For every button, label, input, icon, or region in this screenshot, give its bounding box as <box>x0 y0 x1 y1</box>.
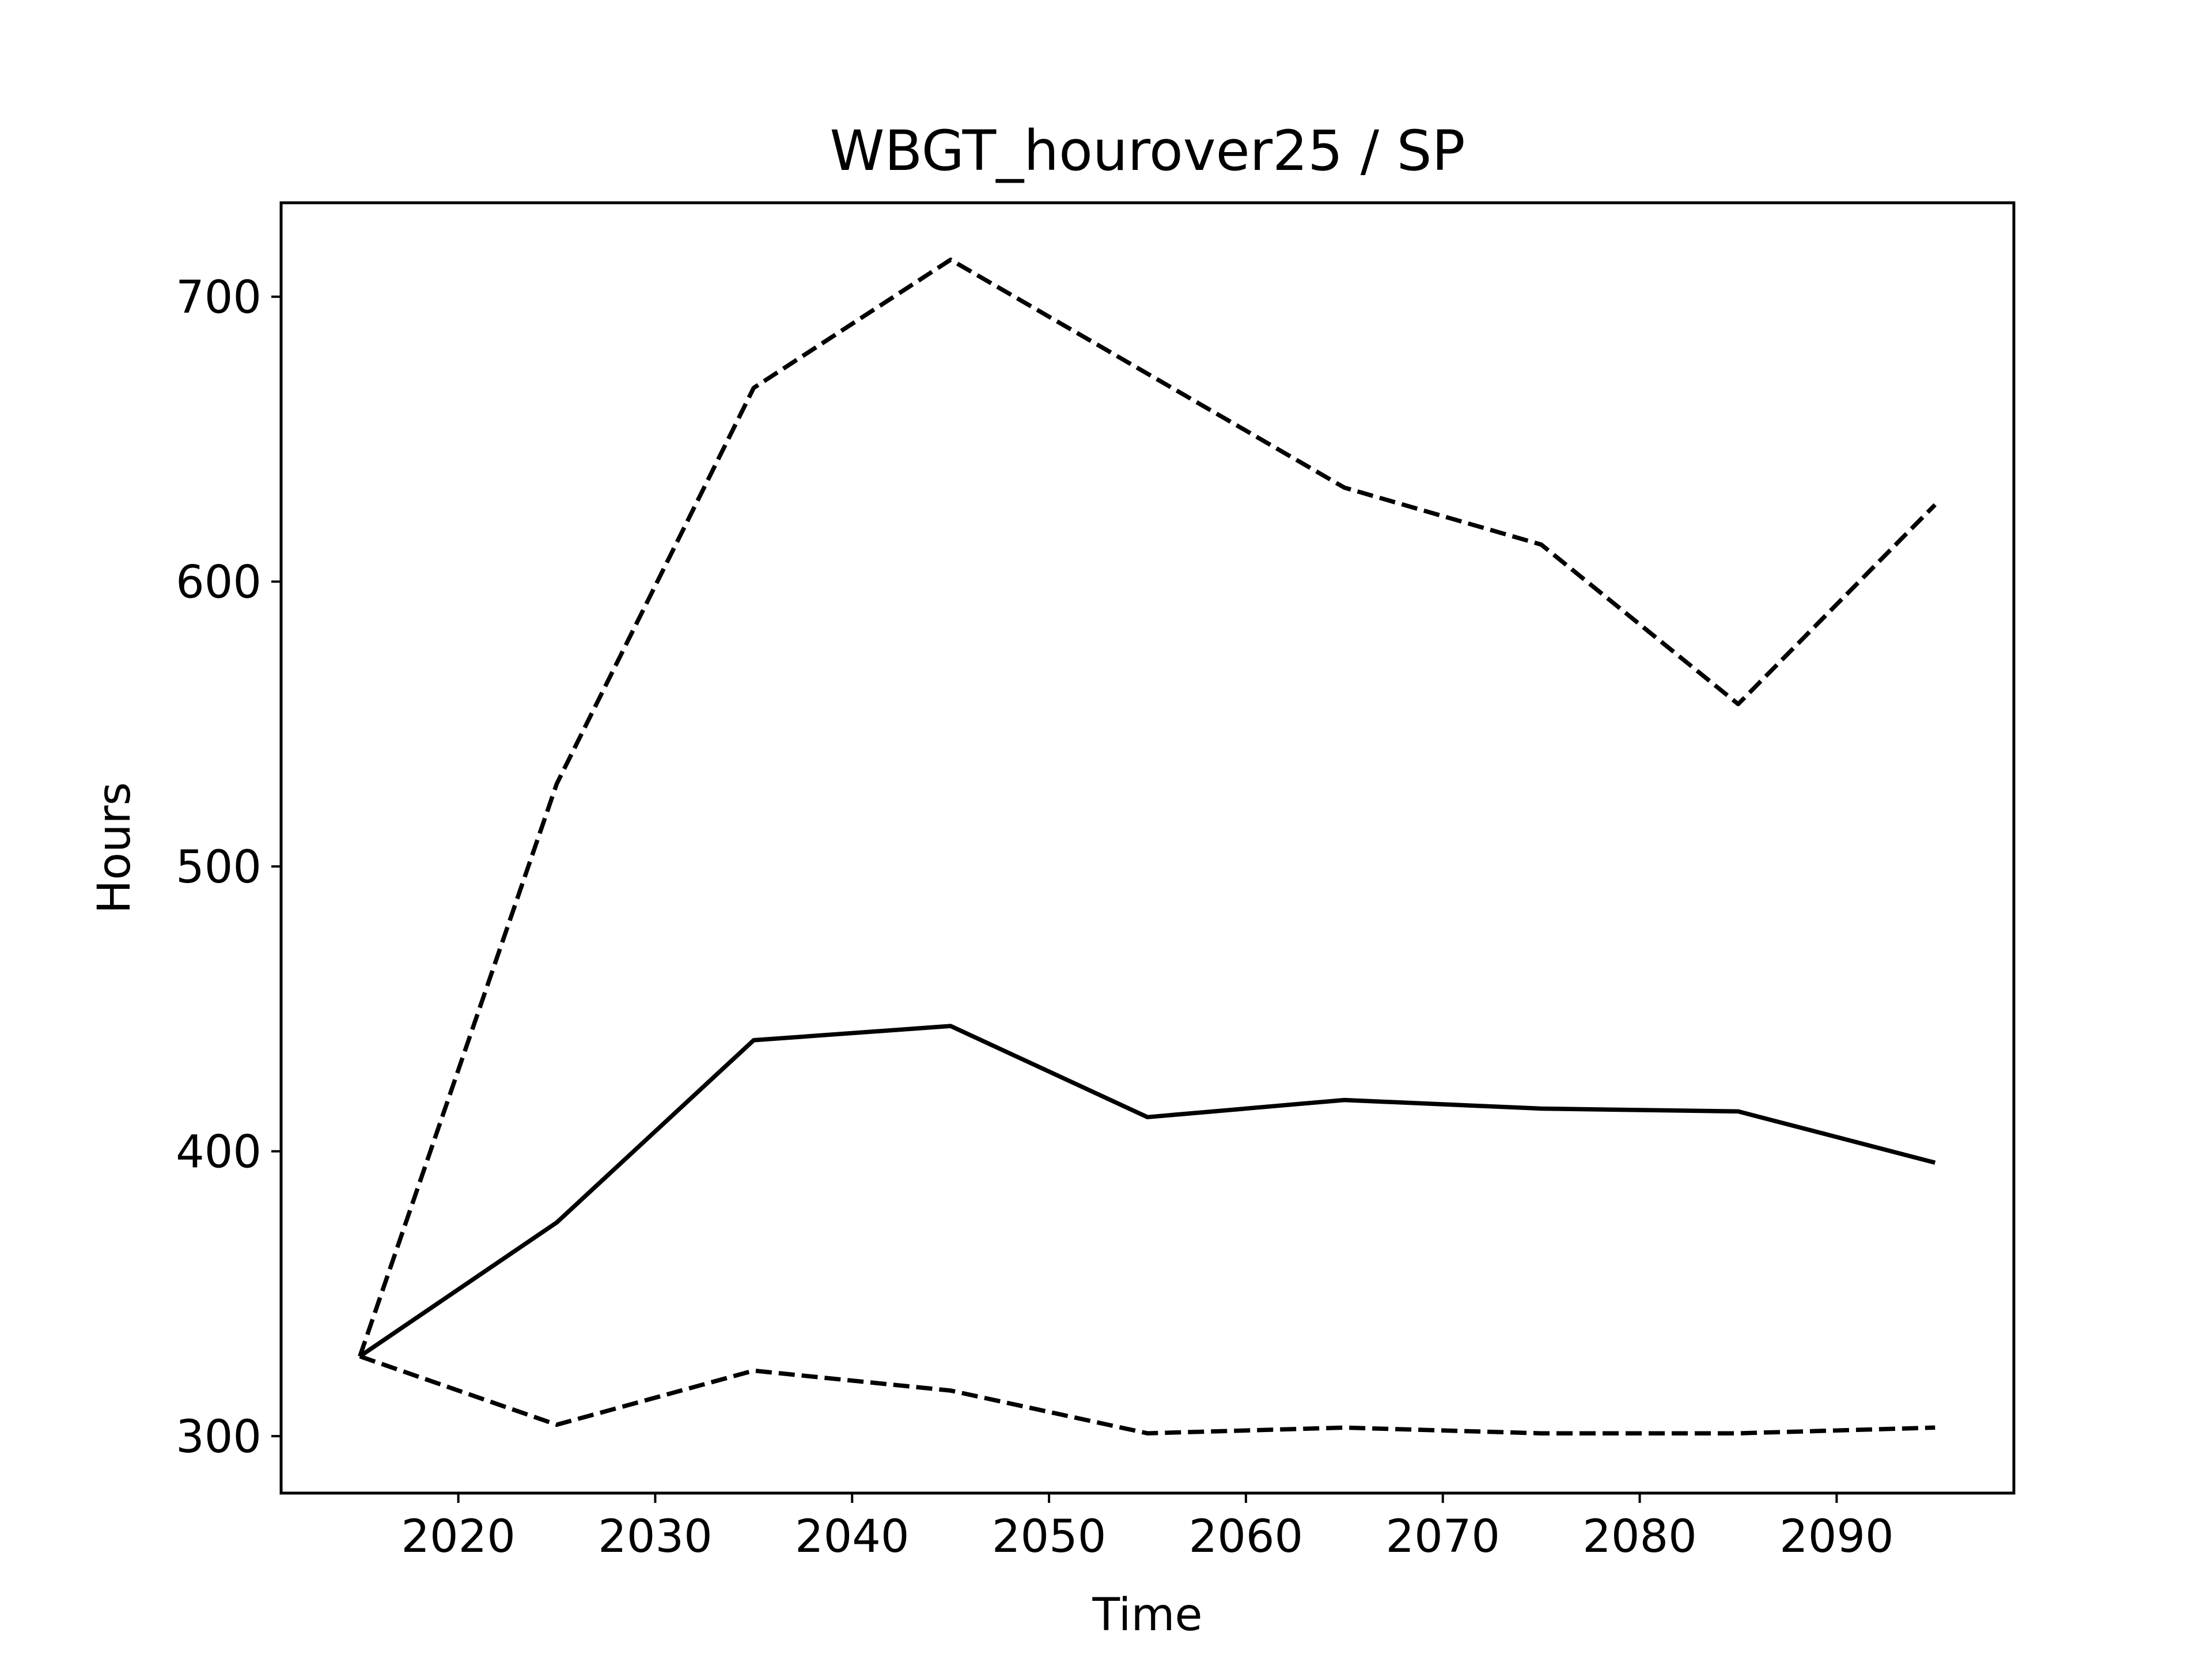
x-tick-label: 2030 <box>598 1511 713 1563</box>
x-tick-label: 2050 <box>992 1511 1107 1563</box>
series-layer <box>358 257 1937 1435</box>
x-tick-label: 2070 <box>1385 1511 1500 1563</box>
chart-title: WBGT_hourover25 / SP <box>830 119 1465 183</box>
plot-area-frame <box>279 201 2016 1495</box>
y-axis-label: Hours <box>89 782 141 914</box>
y-tick-label: 700 <box>176 272 262 324</box>
series-lower-bound-line <box>359 1354 1936 1435</box>
y-tick-label: 300 <box>176 1411 262 1463</box>
x-axis-ticks: 2020 2030 2040 2050 2060 2070 2080 2090 <box>401 1493 1894 1563</box>
x-tick-label: 2090 <box>1779 1511 1894 1563</box>
x-tick-label: 2020 <box>401 1511 516 1563</box>
x-axis-label: Time <box>1092 1589 1203 1641</box>
x-tick-label: 2060 <box>1189 1511 1304 1563</box>
y-axis-ticks: 300 400 500 600 700 <box>176 272 281 1463</box>
x-tick-label: 2040 <box>795 1511 910 1563</box>
y-tick-label: 600 <box>176 557 262 609</box>
series-median-line <box>358 1024 1936 1358</box>
y-tick-label: 400 <box>176 1127 262 1179</box>
series-upper-bound-line <box>358 257 1937 1357</box>
x-tick-label: 2080 <box>1582 1511 1697 1563</box>
y-tick-label: 500 <box>176 842 262 893</box>
